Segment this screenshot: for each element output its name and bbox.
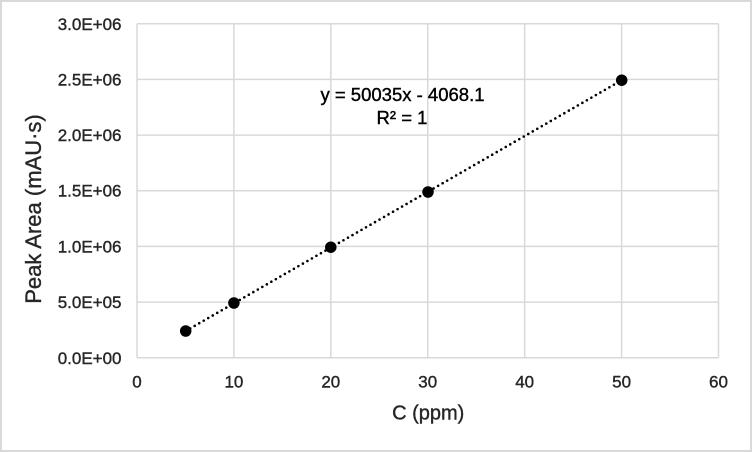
svg-text:40: 40 [515, 373, 534, 392]
svg-text:0.0E+00: 0.0E+00 [58, 349, 122, 368]
svg-text:5.0E+05: 5.0E+05 [58, 293, 122, 312]
svg-text:0: 0 [132, 373, 141, 392]
svg-text:Peak Area (mAU·s): Peak Area (mAU·s) [21, 114, 46, 304]
svg-text:y = 50035x - 4068.1: y = 50035x - 4068.1 [320, 84, 484, 105]
svg-text:20: 20 [321, 373, 340, 392]
svg-text:10: 10 [224, 373, 243, 392]
svg-text:60: 60 [709, 373, 728, 392]
svg-text:30: 30 [418, 373, 437, 392]
svg-text:2.0E+06: 2.0E+06 [58, 126, 122, 145]
svg-text:C (ppm): C (ppm) [392, 403, 464, 425]
svg-text:R² = 1: R² = 1 [377, 107, 428, 128]
svg-text:1.0E+06: 1.0E+06 [58, 237, 122, 256]
svg-text:1.5E+06: 1.5E+06 [58, 182, 122, 201]
svg-text:3.0E+06: 3.0E+06 [58, 15, 122, 34]
svg-text:2.5E+06: 2.5E+06 [58, 70, 122, 89]
svg-text:50: 50 [612, 373, 631, 392]
